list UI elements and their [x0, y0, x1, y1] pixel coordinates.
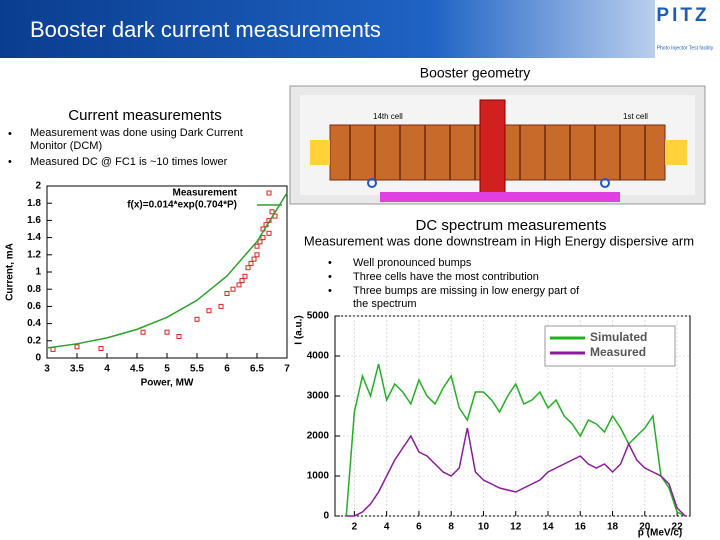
data-point: [239, 278, 245, 284]
bullet-marker: •: [328, 285, 332, 297]
legend-label: f(x)=0.014*exp(0.704*P): [127, 200, 237, 211]
logo-caption: Photo Injector Test facility: [657, 45, 714, 51]
logo: PITZ: [656, 5, 709, 26]
y-tick-label: 0.8: [27, 284, 41, 295]
bullet-text: Three bumps are missing in low energy pa…: [353, 285, 580, 310]
x-tick-label: 6.5: [250, 364, 264, 375]
series-line: [346, 427, 686, 517]
legend-box: [544, 325, 676, 367]
y-tick-label: 1.6: [27, 215, 41, 226]
x-tick-label: 20: [639, 522, 651, 533]
section-title: DC spectrum measurements: [416, 217, 607, 234]
data-point: [254, 252, 260, 258]
data-point: [224, 291, 230, 296]
data-point: [257, 239, 263, 245]
diagram-label: 1st cell: [623, 112, 648, 121]
x-axis-label: Power, MW: [141, 378, 194, 389]
y-tick-label: 2000: [307, 431, 330, 442]
x-tick-label: 4.5: [130, 364, 144, 375]
y-axis-label: Current, mA: [5, 243, 16, 301]
data-point: [260, 235, 266, 241]
section-subtitle: Measurement was done downstream in High …: [304, 233, 694, 248]
section-title: Booster geometry: [420, 65, 531, 81]
bullet-text: Well pronounced bumps: [353, 257, 472, 269]
y-tick-label: 4000: [307, 351, 330, 362]
data-point: [176, 334, 182, 339]
legend-swatch: [266, 190, 272, 196]
x-tick-label: 6: [224, 364, 230, 375]
y-tick-label: 0.2: [27, 335, 41, 346]
y-tick-label: 1.2: [27, 249, 41, 260]
data-point: [140, 329, 146, 335]
x-tick-label: 2: [352, 522, 358, 533]
bullet-marker: •: [328, 257, 332, 269]
x-tick-label: 4: [104, 364, 110, 375]
bullet-text: Measured DC @ FC1 is ~10 times lower: [30, 156, 228, 168]
x-tick-label: 3.5: [70, 364, 84, 375]
data-point: [266, 230, 272, 236]
y-tick-label: 0: [323, 511, 329, 522]
legend-label: Measurement: [173, 188, 238, 199]
data-point: [242, 273, 248, 279]
x-tick-label: 3: [44, 364, 50, 375]
bullet-text: Three cells have the most contribution: [353, 271, 539, 283]
data-point: [206, 308, 212, 314]
plot-area: [46, 185, 288, 359]
x-tick-label: 16: [575, 522, 587, 533]
x-tick-label: 7: [284, 364, 290, 375]
data-point: [254, 243, 260, 249]
x-tick-label: 5: [164, 364, 170, 375]
data-point: [218, 303, 224, 309]
data-point: [74, 344, 80, 350]
x-tick-label: 5.5: [190, 364, 204, 375]
series-line: [46, 192, 288, 349]
data-point: [245, 265, 251, 271]
booster-drawing: [289, 85, 706, 205]
data-point: [236, 282, 242, 288]
section-title: Current measurements: [68, 107, 221, 124]
data-point: [248, 260, 254, 266]
diagram-label: 14th cell: [373, 112, 403, 121]
y-tick-label: 1.8: [27, 198, 41, 209]
x-tick-label: 14: [542, 522, 554, 533]
bullet-marker: •: [328, 271, 332, 283]
bullet: Three bumps are missing in low energy pa…: [353, 285, 580, 310]
x-tick-label: 10: [478, 522, 490, 533]
y-tick-label: 3000: [307, 391, 330, 402]
y-tick-label: 1000: [307, 471, 330, 482]
y-axis-label: I (a.u.): [294, 315, 305, 344]
data-point: [98, 346, 104, 352]
y-tick-label: 0.6: [27, 301, 41, 312]
y-tick-label: 0: [35, 353, 41, 364]
data-point: [251, 256, 257, 262]
x-tick-label: 8: [448, 522, 454, 533]
y-tick-label: 1.4: [27, 232, 41, 243]
header-bar: [0, 0, 720, 58]
charts: 0 0.2 0.4 0.6 0.8 1 1.2 1.4 1.6 1.8 2 3 3.5 4 4.5 5 5.5 6…: [5, 181, 691, 539]
data-point: [269, 209, 275, 215]
x-tick-label: 6: [416, 522, 422, 533]
x-tick-label: 12: [510, 522, 522, 533]
bullet-marker: •: [8, 156, 12, 168]
data-point: [164, 329, 170, 335]
data-point: [194, 316, 200, 322]
logo-box: [655, 0, 720, 58]
legend-label: Simulated: [590, 330, 647, 344]
bullet-text: Measurement was done using Dark Current …: [30, 127, 243, 152]
x-tick-label: 22: [672, 522, 684, 533]
bullet-marker: •: [8, 128, 12, 140]
x-tick-label: 4: [384, 522, 390, 533]
x-axis-label: p (MeV/c): [638, 528, 682, 539]
y-tick-label: 2: [35, 181, 41, 192]
y-tick-label: 1: [35, 267, 41, 278]
y-tick-label: 0.4: [27, 318, 41, 329]
bullet: Measurement was done using Dark Current …: [30, 127, 243, 152]
legend-label: Measured: [590, 345, 646, 359]
x-tick-label: 18: [607, 522, 619, 533]
header-title: Booster dark current measurements: [30, 17, 381, 42]
data-point: [230, 286, 236, 292]
y-tick-label: 5000: [307, 311, 330, 322]
